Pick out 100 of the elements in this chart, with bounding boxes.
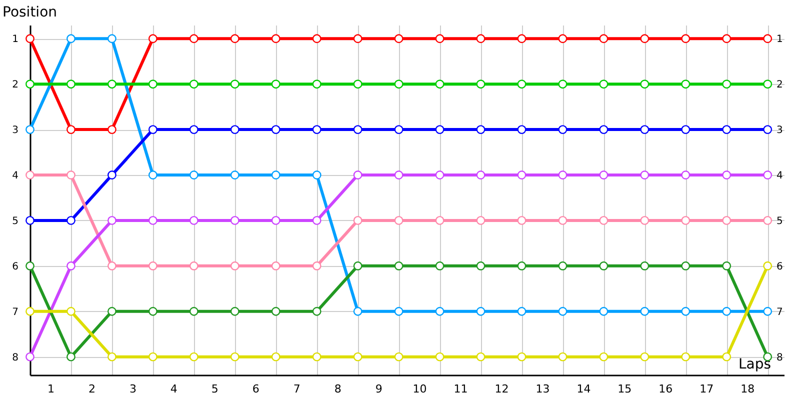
point bbox=[353, 352, 362, 362]
point bbox=[230, 170, 240, 180]
point bbox=[435, 170, 444, 180]
point bbox=[558, 352, 568, 362]
point bbox=[599, 216, 608, 225]
point bbox=[476, 216, 486, 225]
point bbox=[148, 261, 158, 270]
point bbox=[107, 34, 116, 44]
point bbox=[312, 216, 322, 225]
point bbox=[107, 170, 116, 180]
y-tick-label: 8 bbox=[12, 352, 18, 364]
x-tick-label: 15 bbox=[618, 382, 632, 396]
point bbox=[640, 170, 650, 180]
point bbox=[394, 125, 404, 134]
y-tick-label: 3 bbox=[12, 125, 18, 136]
point bbox=[230, 306, 240, 316]
point bbox=[312, 34, 322, 44]
point bbox=[763, 125, 772, 134]
point bbox=[763, 80, 772, 89]
point bbox=[26, 306, 34, 316]
point bbox=[517, 80, 526, 89]
point bbox=[517, 352, 526, 362]
point bbox=[599, 306, 608, 316]
point bbox=[722, 352, 732, 362]
point bbox=[26, 80, 34, 89]
x-tick-label: 18 bbox=[740, 382, 755, 396]
y2-tick-label: 4 bbox=[776, 170, 783, 182]
point bbox=[599, 352, 608, 362]
point bbox=[681, 80, 690, 89]
point bbox=[517, 125, 526, 134]
point bbox=[271, 125, 280, 134]
point bbox=[558, 125, 568, 134]
point bbox=[763, 306, 772, 316]
point bbox=[435, 125, 444, 134]
y2-tick-label: 7 bbox=[776, 306, 783, 318]
point bbox=[476, 34, 486, 44]
point bbox=[681, 170, 690, 180]
point bbox=[681, 34, 690, 44]
point bbox=[476, 261, 486, 270]
x-tick-label: 9 bbox=[375, 382, 382, 396]
x-tick-label: 10 bbox=[412, 382, 427, 396]
point bbox=[66, 261, 76, 270]
point bbox=[271, 170, 280, 180]
point bbox=[681, 125, 690, 134]
point bbox=[353, 216, 362, 225]
point bbox=[517, 34, 526, 44]
x-axis-title: Laps bbox=[738, 356, 772, 372]
y-tick-label: 7 bbox=[12, 306, 18, 318]
point bbox=[476, 306, 486, 316]
point bbox=[763, 261, 772, 270]
x-tick-label: 13 bbox=[536, 382, 550, 396]
x-tick-label: 17 bbox=[700, 382, 714, 396]
point bbox=[517, 216, 526, 225]
point bbox=[681, 261, 690, 270]
point bbox=[271, 261, 280, 270]
point bbox=[66, 80, 76, 89]
point bbox=[599, 80, 608, 89]
point bbox=[26, 170, 34, 180]
point bbox=[435, 216, 444, 225]
y2-tick-label: 6 bbox=[776, 261, 783, 272]
point bbox=[230, 125, 240, 134]
point bbox=[26, 352, 34, 362]
point bbox=[640, 306, 650, 316]
point bbox=[558, 80, 568, 89]
y-tick-label: 4 bbox=[12, 170, 18, 182]
point bbox=[230, 80, 240, 89]
y2-tick-label: 5 bbox=[776, 216, 783, 227]
point bbox=[435, 34, 444, 44]
y-tick-label: 1 bbox=[12, 34, 18, 46]
point bbox=[722, 34, 732, 44]
x-tick-label: 7 bbox=[293, 382, 300, 396]
y2-tick-label: 3 bbox=[776, 125, 783, 136]
point bbox=[599, 125, 608, 134]
point bbox=[107, 216, 116, 225]
point bbox=[312, 352, 322, 362]
point bbox=[230, 34, 240, 44]
point bbox=[189, 216, 198, 225]
y2-tick-label: 1 bbox=[776, 34, 783, 46]
point bbox=[394, 216, 404, 225]
point bbox=[640, 352, 650, 362]
point bbox=[722, 261, 732, 270]
point bbox=[599, 34, 608, 44]
y2-tick-label: 2 bbox=[776, 80, 783, 91]
x-tick-label: 5 bbox=[211, 382, 218, 396]
point bbox=[394, 34, 404, 44]
point bbox=[353, 125, 362, 134]
x-tick-label: 6 bbox=[252, 382, 260, 396]
point bbox=[394, 170, 404, 180]
point bbox=[230, 216, 240, 225]
point bbox=[148, 352, 158, 362]
y-tick-label: 5 bbox=[12, 216, 18, 227]
point bbox=[189, 125, 198, 134]
point bbox=[435, 306, 444, 316]
point bbox=[476, 80, 486, 89]
point bbox=[722, 216, 732, 225]
point bbox=[107, 306, 116, 316]
y-axis-title: Position bbox=[2, 4, 58, 20]
x-tick-label: 11 bbox=[454, 382, 468, 396]
point bbox=[312, 306, 322, 316]
point bbox=[681, 216, 690, 225]
